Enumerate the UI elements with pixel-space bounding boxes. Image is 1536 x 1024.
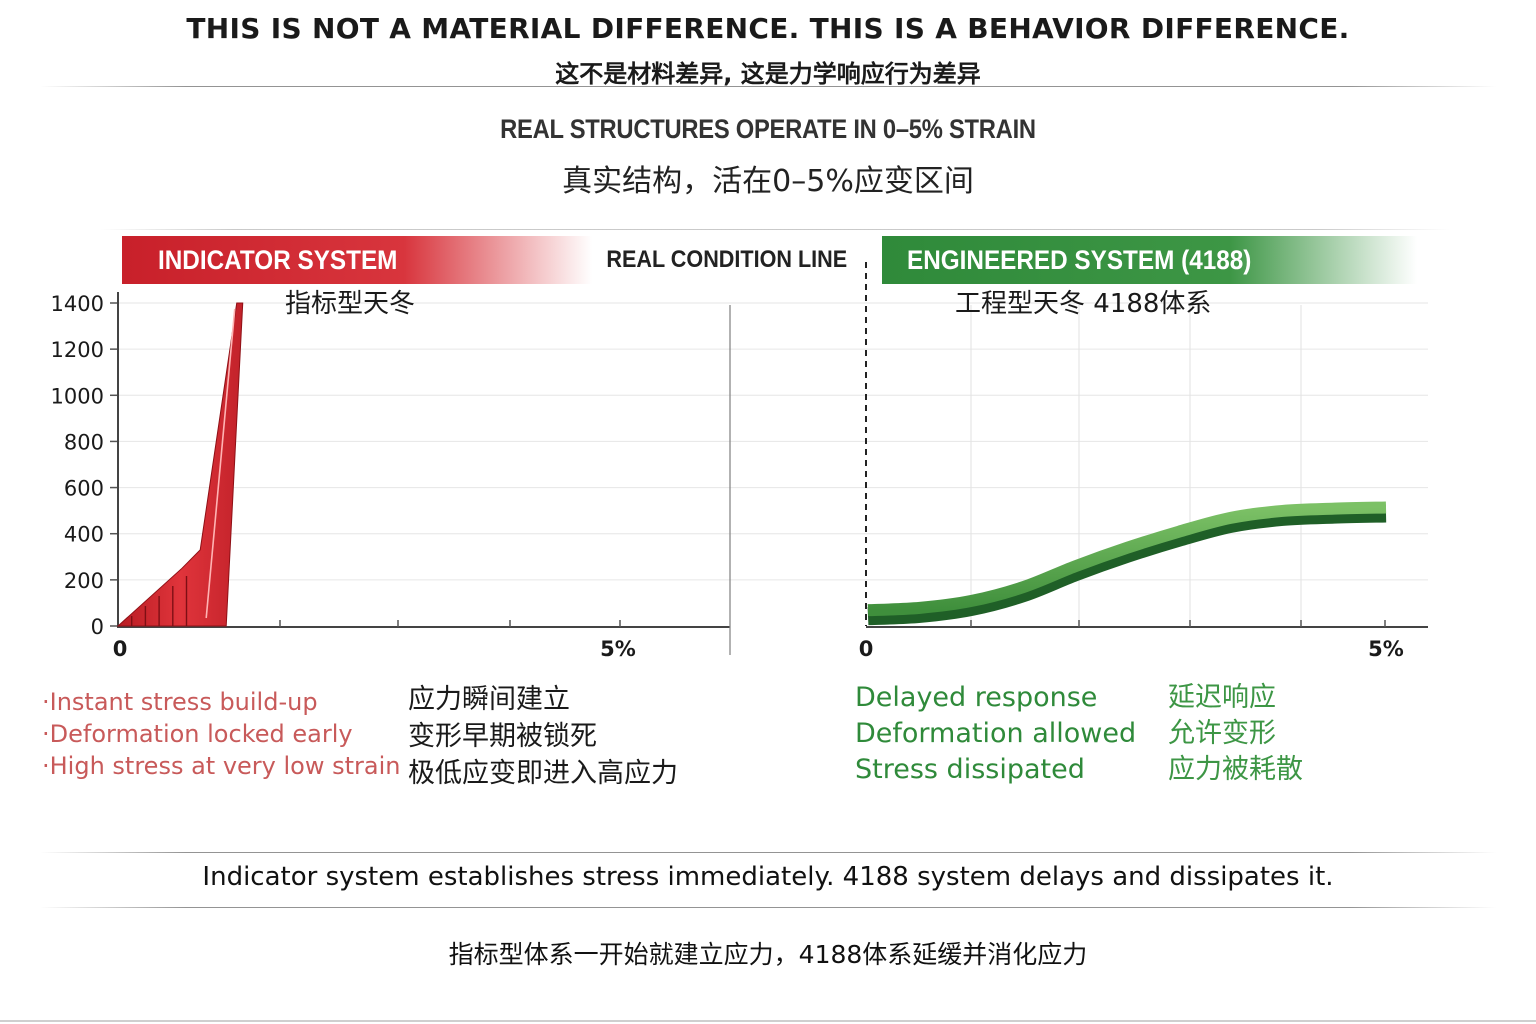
engineered-bullet-zh-2: 允许变形: [1168, 718, 1276, 749]
engineered-system-label: ENGINEERED SYSTEM (4188): [907, 245, 1252, 275]
indicator-bullets-en: ·Instant stress build-up ·Deformation lo…: [42, 686, 402, 782]
x-tick-label: 0: [859, 637, 874, 661]
indicator-bullet-1: ·Instant stress build-up: [42, 688, 318, 716]
engineered-bullet-3: Stress dissipated: [855, 754, 1085, 785]
real-condition-banner: REAL CONDITION LINE: [592, 236, 862, 284]
engineered-bullet-2: Deformation allowed: [855, 718, 1137, 749]
labels-layer: 0 200 400 600 800 1000 1200 1400 0 5% 0 5% 指标型天冬 工程型天…: [51, 289, 1404, 661]
indicator-bullet-zh-1: 应力瞬间建立: [408, 684, 570, 715]
indicator-system-label: INDICATOR SYSTEM: [158, 245, 398, 275]
axes-layer: [110, 262, 1428, 655]
banner-top-divider: [100, 229, 1450, 230]
header-divider: [40, 86, 1496, 87]
indicator-system-banner: INDICATOR SYSTEM: [122, 236, 592, 284]
x-tick-label: 5%: [600, 637, 636, 661]
footer-divider-top: [40, 852, 1496, 853]
y-tick-label: 1400: [51, 292, 104, 316]
y-tick-label: 600: [64, 477, 104, 501]
x-tick-label: 5%: [1368, 637, 1404, 661]
engineered-bullet-zh-3: 应力被耗散: [1168, 754, 1303, 785]
engineered-bullets-zh: 延迟响应 允许变形 应力被耗散: [1168, 680, 1368, 788]
engineered-series-curve: [867, 501, 1387, 617]
engineered-panel-title: 工程型天冬 4188体系: [955, 289, 1211, 319]
main-title-zh: 这不是材料差异, 这是力学响应行为差异: [555, 60, 981, 88]
x-tick-label: 0: [113, 637, 128, 661]
summary-zh: 指标型体系一开始就建立应力，4188体系延缓并消化应力: [448, 940, 1088, 969]
y-tick-label: 200: [64, 569, 104, 593]
indicator-bullet-zh-3: 极低应变即进入高应力: [408, 758, 678, 789]
summary-en: Indicator system establishes stress imme…: [202, 862, 1334, 892]
engineered-bullets-en: Delayed response Deformation allowed Str…: [855, 680, 1155, 788]
indicator-bullet-3: ·High stress at very low strain: [42, 752, 401, 780]
indicator-spike-highlight: [205, 308, 236, 619]
indicator-bullet-zh-2: 变形早期被锁死: [408, 721, 597, 752]
footer-divider-bottom: [40, 907, 1496, 908]
indicator-bullets-zh: 应力瞬间建立 变形早期被锁死 极低应变即进入高应力: [408, 681, 738, 792]
real-condition-label: REAL CONDITION LINE: [606, 246, 848, 273]
y-tick-label: 0: [91, 615, 104, 639]
bottom-edge: [0, 1020, 1536, 1022]
indicator-series-curve: [116, 302, 244, 627]
subtitle-zh: 真实结构，活在0–5%应变区间: [562, 164, 974, 199]
engineered-bullet-zh-1: 延迟响应: [1168, 682, 1276, 713]
stress-strain-chart: 0 200 400 600 800 1000 1200 1400 0 5% 0 5% 指标型天冬 工程型天…: [51, 262, 1428, 661]
y-tick-label: 800: [64, 430, 104, 454]
subtitle-en: REAL STRUCTURES OPERATE IN 0–5% STRAIN: [500, 114, 1036, 144]
engineered-system-banner: ENGINEERED SYSTEM (4188): [882, 236, 1417, 284]
y-tick-label: 400: [64, 523, 104, 547]
engineered-bullet-1: Delayed response: [855, 682, 1098, 713]
indicator-bullet-2: ·Deformation locked early: [42, 720, 353, 748]
y-tick-label: 1200: [51, 338, 104, 362]
series-layer: [116, 302, 1387, 627]
main-title-en: THIS IS NOT A MATERIAL DIFFERENCE. THIS …: [186, 12, 1350, 45]
indicator-panel-title: 指标型天冬: [285, 289, 415, 319]
y-tick-label: 1000: [51, 384, 104, 408]
grid-layer: [118, 302, 1428, 626]
